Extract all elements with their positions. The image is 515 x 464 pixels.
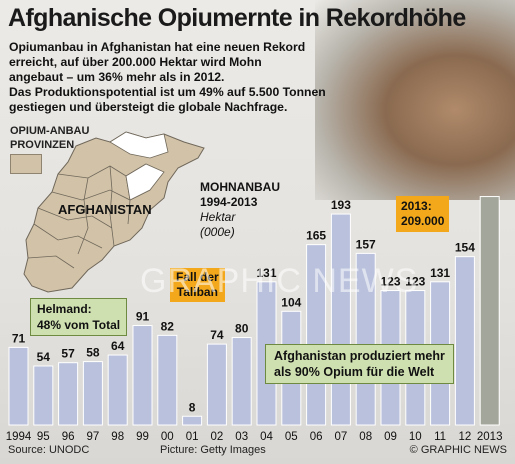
x-tick-04: 04 (260, 431, 273, 443)
x-tick-02: 02 (211, 431, 224, 443)
x-tick-97: 97 (87, 431, 100, 443)
value-label-05: 104 (281, 295, 301, 309)
value-label-03: 80 (235, 322, 249, 336)
value-label-95: 54 (37, 350, 51, 364)
bar-03 (231, 337, 252, 426)
x-tick-98: 98 (111, 431, 124, 443)
map-non-opium-provinces (109, 131, 169, 201)
chart-title-block: MOHNANBAU 1994-2013 Hektar (000e) (200, 180, 280, 240)
x-tick-1994: 1994 (6, 431, 32, 443)
value-label-11: 131 (430, 266, 450, 280)
bar-00 (157, 334, 178, 426)
value-label-06: 165 (306, 229, 326, 243)
value-label-99: 91 (136, 310, 150, 324)
x-tick-95: 95 (37, 431, 50, 443)
page-title: Afghanische Opiumernte in Rekordhöhe (8, 4, 466, 32)
watermark-text: GRAPHIC NEWS (140, 262, 419, 300)
callout-2013: 2013: 209.000 (396, 196, 450, 232)
bar-97 (82, 361, 103, 426)
callout-taliban-line-1: Fall der (176, 270, 219, 284)
x-tick-96: 96 (62, 431, 75, 443)
legend-swatch (10, 154, 42, 174)
value-label-00: 82 (161, 319, 175, 333)
value-label-09: 123 (380, 275, 400, 289)
bar-07 (330, 213, 351, 426)
x-tick-99: 99 (136, 431, 149, 443)
x-tick-03: 03 (235, 431, 248, 443)
map-province-borders (27, 163, 151, 269)
value-label-02: 74 (210, 328, 224, 342)
value-label-96: 57 (61, 347, 75, 361)
note-line-1: Afghanistan produziert mehr (274, 349, 445, 363)
bar-2013 (479, 196, 500, 426)
note-line-2: als 90% Opium für die Welt (274, 365, 435, 379)
x-ticks-group: 1994 95 96 97 98 99 00 01 02 03 04 05 06 07 08 09 10 11 12… (6, 431, 503, 443)
callout-2013-line-2: 209.000 (401, 214, 445, 228)
value-label-12: 154 (455, 241, 475, 255)
bar-95 (33, 365, 54, 426)
intro-line-3: angebaut – um 36% mehr als in 2012. (9, 70, 225, 84)
value-label-01: 8 (189, 400, 196, 414)
bars-group (8, 196, 500, 426)
value-label-97: 58 (86, 346, 100, 360)
helmand-line-1: Helmand: (37, 302, 92, 316)
x-tick-12: 12 (459, 431, 472, 443)
value-label-1994: 71 (12, 331, 26, 345)
legend-line-2: PROVINZEN (10, 139, 75, 151)
bar-12 (454, 256, 475, 426)
helmand-callout: Helmand: 48% vom Total (30, 298, 128, 336)
bar-1994 (8, 346, 29, 426)
x-tick-00: 00 (161, 431, 174, 443)
bar-96 (58, 362, 79, 426)
value-label-08: 157 (356, 237, 376, 251)
callout-2013-line-1: 2013: (401, 199, 432, 213)
bar-99 (132, 325, 153, 426)
x-tick-09: 09 (384, 431, 397, 443)
x-tick-06: 06 (310, 431, 323, 443)
callout-taliban: Fall der Taliban (170, 268, 225, 302)
helmand-line-2: 48% vom Total (37, 318, 121, 332)
value-label-07: 193 (331, 198, 351, 212)
x-tick-10: 10 (409, 431, 422, 443)
bar-02 (206, 343, 227, 426)
note-callout: Afghanistan produziert mehr als 90% Opiu… (265, 344, 454, 384)
intro-line-4: Das Produktionspotential ist um 49% auf … (9, 85, 326, 99)
legend-title: OPIUM-ANBAU PROVINZEN (10, 124, 89, 152)
x-tick-07: 07 (335, 431, 348, 443)
intro-line-1: Opiumanbau in Afghanistan hat eine neuen… (9, 40, 306, 54)
x-tick-11: 11 (434, 431, 446, 443)
footer-source: Source: UNODC (8, 444, 90, 456)
chart-title-line-2: 1994-2013 (200, 195, 258, 209)
value-label-04: 131 (256, 266, 276, 280)
callout-taliban-line-2: Taliban (176, 285, 218, 299)
intro-line-2: erreicht, auf über 200.000 Hektar wird M… (9, 55, 262, 69)
chart-unit-line-2: (000e) (200, 225, 235, 239)
legend-line-1: OPIUM-ANBAU (10, 125, 90, 137)
map-label: AFGHANISTAN (58, 202, 152, 217)
chart-title-line-1: MOHNANBAU (200, 180, 280, 194)
intro-line-5: gestiegen und übersteigt die globale Nac… (9, 100, 288, 114)
x-tick-01: 01 (186, 431, 199, 443)
afghanistan-map: AFGHANISTAN (23, 131, 205, 293)
footer-picture: Picture: Getty Images (160, 444, 266, 456)
x-tick-08: 08 (359, 431, 372, 443)
bar-01 (182, 415, 203, 426)
value-labels-group: 71 54 57 58 64 91 82 8 74 80 131 104 165 193 157 123 123… (12, 198, 475, 414)
poppy-photo (315, 0, 515, 200)
bar-98 (107, 354, 128, 426)
chart-unit-line-1: Hektar (200, 210, 236, 224)
footer-brand: © GRAPHIC NEWS (409, 444, 507, 456)
x-tick-05: 05 (285, 431, 298, 443)
value-label-10: 123 (405, 275, 425, 289)
x-tick-2013: 2013 (477, 431, 503, 443)
value-label-98: 64 (111, 339, 125, 353)
